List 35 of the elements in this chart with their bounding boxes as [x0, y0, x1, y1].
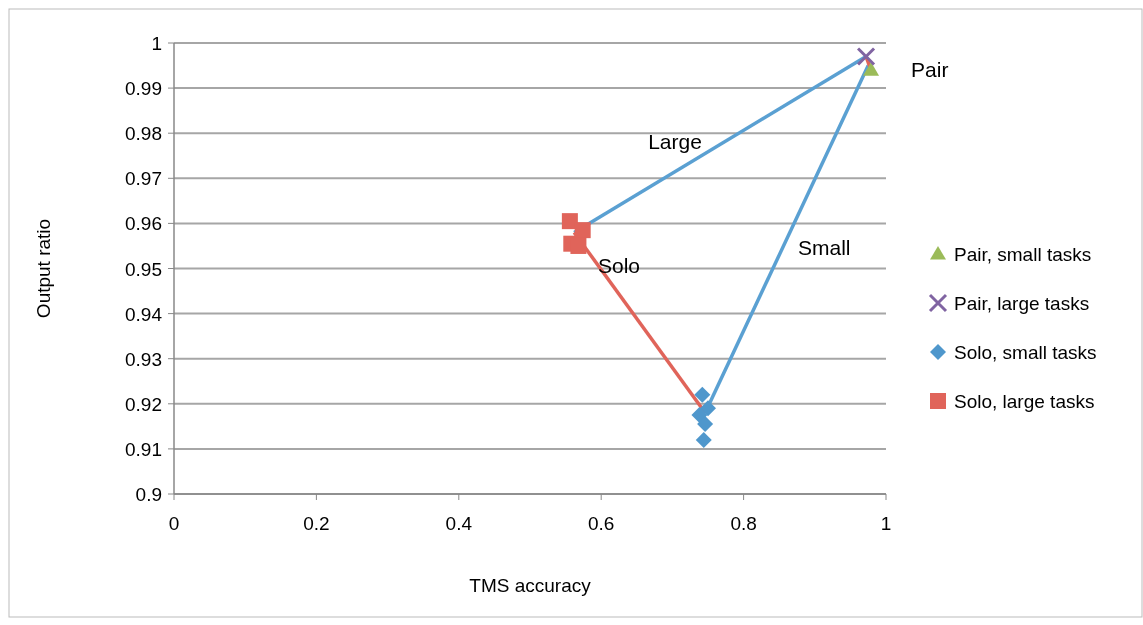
annotation: Large [648, 130, 702, 153]
y-tick-label: 0.97 [125, 168, 162, 190]
y-axis-title: Output ratio [33, 218, 54, 319]
point [691, 407, 708, 424]
annotation: Small [798, 236, 851, 259]
legend-label: Pair, small tasks [954, 244, 1092, 265]
legend-label: Pair, large tasks [954, 293, 1090, 314]
x-tick-label: 0.8 [730, 513, 757, 534]
point [561, 213, 578, 230]
point [695, 431, 712, 448]
y-tick-label: 0.99 [125, 78, 162, 100]
y-tick-label: 0.9 [135, 484, 162, 505]
legend-label: Solo, large tasks [954, 391, 1095, 412]
x-tick-label: 0.6 [587, 513, 615, 534]
x-tick-label: 0 [168, 513, 180, 534]
point [856, 47, 876, 67]
x-tick-label: 0.2 [303, 513, 330, 534]
y-tick-label: 0.92 [125, 393, 162, 415]
x-tick-label: 0.4 [445, 513, 473, 534]
legend-label: Solo, small tasks [954, 342, 1097, 363]
y-tick-label: 0.91 [125, 438, 162, 460]
point [694, 386, 711, 403]
x-axis-title: TMS accuracy [469, 575, 592, 596]
y-tick-label: 0.93 [125, 348, 162, 370]
point [697, 416, 714, 433]
x-tick-label: 1 [880, 513, 892, 534]
y-tick-label: 1 [151, 33, 162, 54]
y-tick-label: 0.96 [125, 213, 162, 235]
y-tick-label: 0.95 [125, 258, 162, 280]
point [700, 400, 716, 417]
y-tick-label: 0.94 [125, 303, 163, 325]
point [863, 62, 880, 76]
y-tick-label: 0.98 [125, 123, 162, 145]
annotation: Pair [911, 58, 949, 82]
annotation: Solo [597, 254, 641, 277]
